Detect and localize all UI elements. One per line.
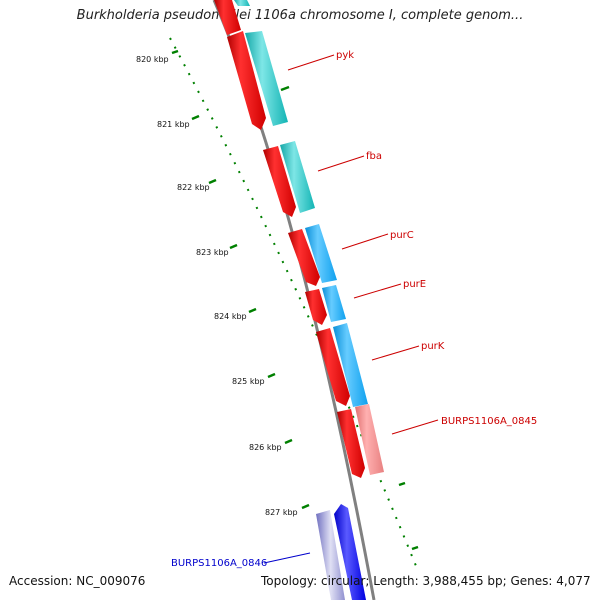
tick-label: 827 kbp <box>265 508 298 517</box>
tick-label: 826 kbp <box>249 443 282 452</box>
gene-label-BURPS1106A_0845: BURPS1106A_0845 <box>441 416 537 427</box>
gene-label-pyk: pyk <box>336 50 354 61</box>
forward-gene-features <box>214 0 384 478</box>
gene-arrow-purE <box>305 289 327 325</box>
reverse-gene-features <box>316 504 366 600</box>
gene-arrow-purC <box>288 229 320 286</box>
ruler-ticks <box>171 49 419 551</box>
tick-label: 825 kbp <box>232 377 265 386</box>
cds-block-purC <box>305 224 337 283</box>
tick-label: 821 kbp <box>157 120 190 129</box>
gene-arrow <box>214 0 241 35</box>
gene-label-purC: purC <box>390 230 414 241</box>
cds-block-purE <box>322 285 346 322</box>
gene-arrow-BURPS1106A_0845 <box>337 409 365 478</box>
gene-arrow-fba <box>263 146 296 217</box>
cds-block-BURPS1106A_0845 <box>355 404 384 475</box>
cds-block-purK <box>333 323 368 407</box>
gene-arrow-pyk <box>227 31 266 130</box>
cds-block-fba <box>280 141 315 213</box>
gene-arrow-purK <box>316 328 350 406</box>
gene-label-purE: purE <box>403 279 426 290</box>
tick-label: 822 kbp <box>177 183 210 192</box>
tick-label: 824 kbp <box>214 312 247 321</box>
tick-label: 823 kbp <box>196 248 229 257</box>
map-title: Burkholderia pseudomallei 1106a chromoso… <box>76 8 524 23</box>
tick-label: 820 kbp <box>136 55 169 64</box>
ruler-dotted-line <box>169 37 417 567</box>
gene-label-BURPS1106A_0846: BURPS1106A_0846 <box>171 558 267 569</box>
gene-labels: pyk fba purC purE purK BURPS1106A_0845 B… <box>171 50 537 569</box>
ruler-tick-labels: 820 kbp 821 kbp 822 kbp 823 kbp 824 kbp … <box>136 55 298 517</box>
label-leaders <box>263 54 439 564</box>
accession-text: Accession: NC_009076 <box>9 574 146 588</box>
cds-block-pyk <box>245 31 288 126</box>
gene-arrow-BURPS1106A_0846-light <box>316 510 345 600</box>
gene-label-purK: purK <box>421 341 445 352</box>
topology-text: Topology: circular; Length: 3,988,455 bp… <box>261 574 591 588</box>
cds-block <box>234 0 250 6</box>
gene-arrow-BURPS1106A_0846 <box>334 504 366 600</box>
gene-label-fba: fba <box>366 151 382 162</box>
